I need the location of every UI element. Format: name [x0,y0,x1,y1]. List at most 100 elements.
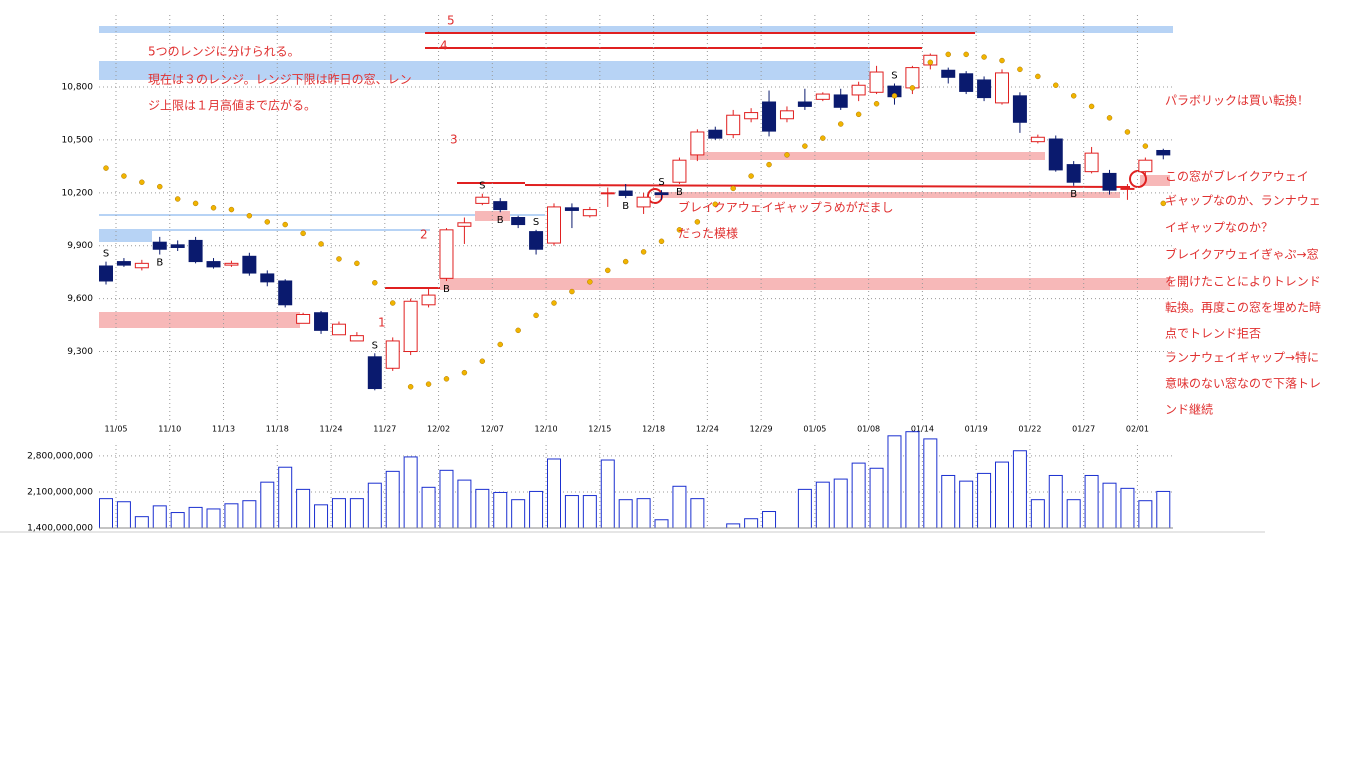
candle-body [941,69,956,78]
sar-dot [855,111,862,118]
volume-bar [403,456,418,529]
sar-dot [1053,82,1059,88]
annotation: 転換。再度この窓を埋めた時 [1165,300,1321,315]
volume-bar [278,466,293,529]
candle-body [1102,172,1117,191]
y-tick-label: 9,600 [67,294,93,304]
candle-body [547,206,561,244]
sar-dot [1106,115,1113,121]
annotation: を開けたことによりトレンド [1165,275,1321,289]
candle-body [672,159,687,183]
volume-bar [493,491,508,529]
signal-label: S [103,249,109,260]
volume-bar [851,462,866,529]
sar-dot [587,279,593,285]
volume-bar [564,495,579,529]
annotation: ジ上限は１月高値まで広がる。 [148,98,316,113]
annotation: パラボリックは買い転換！ [1165,94,1309,108]
sar-dot [1142,143,1149,149]
x-tick-label: 12/15 [588,425,611,434]
candle-body [278,280,293,306]
volume-bar [654,519,669,529]
x-tick-label: 11/13 [212,425,235,434]
candle-body [654,192,669,196]
annotation: 点でトレンド拒否 [1165,327,1261,341]
zone [99,26,1173,33]
volume-bar [242,500,257,529]
range-line [524,184,1131,188]
sar-dot [658,238,665,245]
volume-bar [582,495,597,529]
candle-body [224,262,239,266]
annotation: ブレイクアウェイぎゃぷ→窓 [1165,247,1319,262]
candle-body [188,239,203,263]
sar-dot [121,173,127,179]
sar-dot [264,219,271,225]
x-tick-label: 12/24 [696,425,719,434]
sar-dot [784,152,790,158]
sar-dot [461,369,468,376]
candle-body [1120,187,1135,190]
volume-bar [188,506,203,529]
annotation: 1 [378,316,386,330]
candle-body [385,340,400,369]
candle-body [260,273,275,283]
sar-dot [443,376,450,382]
candle-body [744,112,759,120]
candle-body [170,244,185,248]
annotation: だった模様 [678,227,738,241]
y-tick-label: 2,100,000,000 [27,487,93,497]
candle-body [833,94,848,108]
signal-label: B [497,215,504,226]
candle-body [529,231,544,250]
sar-dot [1070,93,1077,99]
sar-dot [425,381,432,387]
volume-bar [439,469,454,529]
zone [99,312,300,328]
volume-bar [995,461,1009,529]
volume-bar [1156,490,1171,529]
signal-label: S [891,70,897,81]
volume-bar [152,505,167,529]
candle-body [242,255,257,274]
x-tick-label: 01/14 [911,425,934,434]
sar-dot [282,221,288,228]
sar-dot [210,205,217,211]
sar-dot [640,249,647,255]
candle-body [1066,164,1081,183]
candle-body [206,261,221,268]
volume-bar [923,438,938,529]
sar-dot [837,121,844,127]
candle-body [421,294,436,306]
signal-label: B [676,187,683,198]
sar-dot [694,219,701,225]
annotation: ブレイクアウェイギャップうめがだまし [678,200,894,215]
sar-dot [748,173,754,179]
volume-bar [636,498,651,529]
candle-body [995,72,1009,104]
candle-body [511,217,526,226]
zone [99,214,545,216]
volume-bar [797,488,812,529]
candle-body [493,201,508,211]
y-tick-label: 9,300 [67,347,93,357]
sar-dot [372,279,378,286]
candle-body [439,229,454,279]
volume-bar [833,478,848,529]
candle-body [99,265,113,282]
candle-body [690,131,705,156]
zones [99,26,1173,328]
x-tick-label: 12/29 [750,425,773,434]
volume-bar [170,512,185,529]
sar-dot [622,258,629,265]
zone [99,229,152,242]
candle-body [851,84,866,96]
annotation: ランナウェイギャップ→特に [1165,350,1319,365]
zone [1140,175,1170,186]
candle-body [1138,159,1153,173]
y-tick-label: 10,200 [62,188,94,198]
zone [99,229,430,231]
signal-label: B [1070,189,1077,200]
sar-dot [981,54,987,60]
sar-dot [354,260,360,267]
